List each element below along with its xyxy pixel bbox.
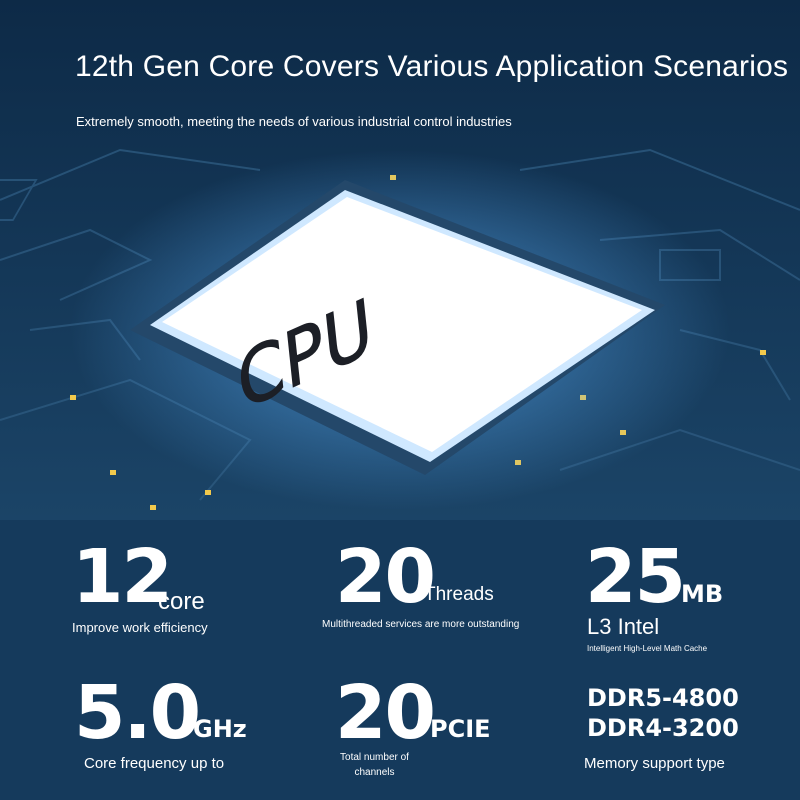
spec-value: 20 bbox=[335, 670, 436, 756]
spec-caption: L3 Intel bbox=[587, 614, 660, 639]
spec-unit: MB bbox=[681, 580, 724, 608]
spec-caption: Improve work efficiency bbox=[72, 620, 208, 635]
memory-type: DDR5-4800 bbox=[587, 684, 739, 712]
spec-caption: Total number of channels bbox=[340, 752, 409, 778]
spec-value: 25 bbox=[585, 534, 686, 620]
spec-value: 12 bbox=[72, 534, 173, 620]
spec-unit: core bbox=[158, 588, 205, 615]
spec-value: 20 bbox=[335, 534, 436, 620]
subtitle: Extremely smooth, meeting the needs of v… bbox=[76, 114, 512, 129]
spec-caption: Core frequency up to bbox=[84, 755, 225, 772]
spec-unit: PCIE bbox=[430, 715, 491, 743]
spec-unit: Threads bbox=[424, 584, 494, 605]
spec-unit: GHz bbox=[193, 715, 247, 743]
spec-note: Intelligent High-Level Math Cache bbox=[587, 644, 708, 653]
spec-caption: Memory support type bbox=[584, 755, 725, 772]
cpu-illustration: CPU bbox=[0, 0, 800, 520]
spec-caption: Multithreaded services are more outstand… bbox=[322, 619, 520, 630]
spec-value: 5.0 bbox=[74, 670, 201, 756]
memory-type: DDR4-3200 bbox=[587, 714, 739, 742]
title: 12th Gen Core Covers Various Application… bbox=[75, 50, 789, 83]
